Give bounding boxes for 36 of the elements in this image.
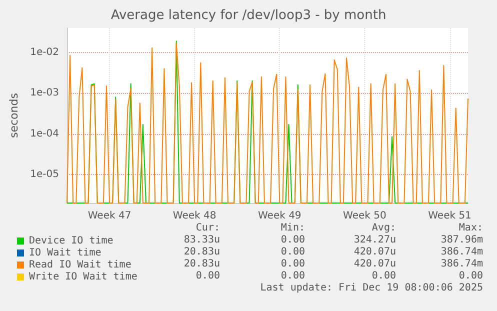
text: 0.00	[280, 246, 305, 258]
text: 420.07u	[354, 246, 396, 258]
text: Min:	[280, 222, 305, 234]
legend-label: IO Wait time	[29, 248, 102, 258]
text: 0.00	[372, 270, 396, 282]
x-tick-label: Week 51	[428, 210, 472, 222]
text: 20.83u	[184, 258, 220, 270]
text: Max:	[458, 222, 483, 234]
text: 386.74m	[440, 246, 483, 258]
text: Last update: Fri Dec 19 08:00:06 2025	[260, 282, 483, 294]
text: 0.00	[280, 234, 305, 246]
text: Cur:	[196, 222, 220, 234]
x-tick-label: Week 49	[258, 210, 302, 222]
y-tick-label: 1e-04	[30, 128, 59, 140]
x-tick-label: Week 50	[343, 210, 386, 222]
legend-label: Device IO time	[29, 236, 114, 246]
text: 386.74m	[440, 258, 483, 270]
chart-title: Average latency for /dev/loop3 - by month	[110, 8, 386, 23]
text: 0.00	[280, 270, 305, 282]
text: 20.83u	[184, 246, 220, 258]
x-tick-label: Week 47	[88, 210, 132, 222]
text: 0.00	[196, 270, 220, 282]
text: 420.07u	[354, 258, 396, 270]
text: 0.00	[280, 258, 305, 270]
text: 324.27u	[354, 234, 396, 246]
legend-label: Write IO Wait time	[29, 272, 138, 282]
text: 0.00	[458, 270, 483, 282]
y-axis-title: seconds	[7, 92, 20, 138]
x-tick-label: Week 48	[172, 210, 216, 222]
legend-label: Read IO Wait time	[29, 260, 132, 270]
y-tick-label: 1e-03	[30, 88, 59, 99]
text: Avg:	[372, 222, 396, 234]
y-tick-label: 1e-02	[30, 46, 59, 58]
y-tick-label: 1e-05	[30, 169, 59, 180]
text: 387.96m	[440, 234, 483, 246]
text: 83.33u	[184, 234, 220, 246]
